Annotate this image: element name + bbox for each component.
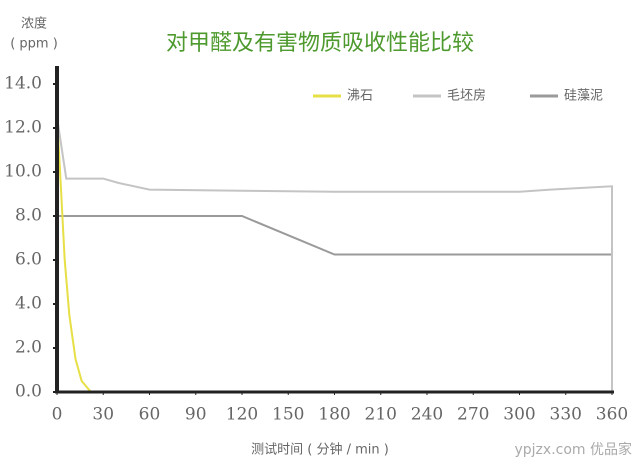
x-axis-label: 测试时间 ( 分钟 / min ) — [251, 442, 389, 458]
y-axis-label: ( ppm ) — [10, 37, 58, 52]
legend-label: 硅藻泥 — [564, 89, 603, 104]
y-tick-label: 2.0 — [15, 338, 42, 358]
y-tick-label: 0.0 — [15, 382, 42, 402]
x-tick-label: 240 — [411, 405, 443, 425]
x-tick-label: 210 — [365, 405, 397, 425]
legend-label: 毛坯房 — [447, 88, 486, 104]
x-tick-label: 270 — [457, 405, 489, 425]
x-tick-label: 360 — [596, 405, 628, 425]
chart-title: 对甲醛及有害物质吸收性能比较 — [166, 31, 474, 56]
line — [57, 215, 613, 392]
x-tick-label: 180 — [318, 405, 350, 425]
y-tick-label: 6.0 — [15, 250, 42, 270]
x-tick-label: 150 — [272, 405, 304, 425]
line — [56, 116, 613, 392]
watermark: ypjzx.com 优品家 — [515, 441, 633, 458]
x-tick-label: 30 — [92, 405, 114, 425]
line — [56, 116, 92, 393]
y-tick-label: 14.0 — [4, 74, 42, 94]
legend-label: 沸石 — [347, 89, 373, 104]
x-tick-label: 120 — [226, 405, 258, 425]
y-tick-label: 10.0 — [4, 162, 42, 182]
x-tick-label: 330 — [550, 405, 582, 425]
x-tick-label: 60 — [139, 405, 161, 425]
y-axis-label: 浓度 — [21, 16, 47, 32]
x-tick-label: 300 — [503, 405, 535, 425]
x-tick-label: 90 — [185, 405, 207, 425]
y-tick-label: 4.0 — [15, 294, 42, 314]
y-tick-label: 12.0 — [4, 118, 42, 138]
y-tick-label: 8.0 — [15, 206, 42, 226]
x-tick-label: 0 — [52, 405, 63, 425]
